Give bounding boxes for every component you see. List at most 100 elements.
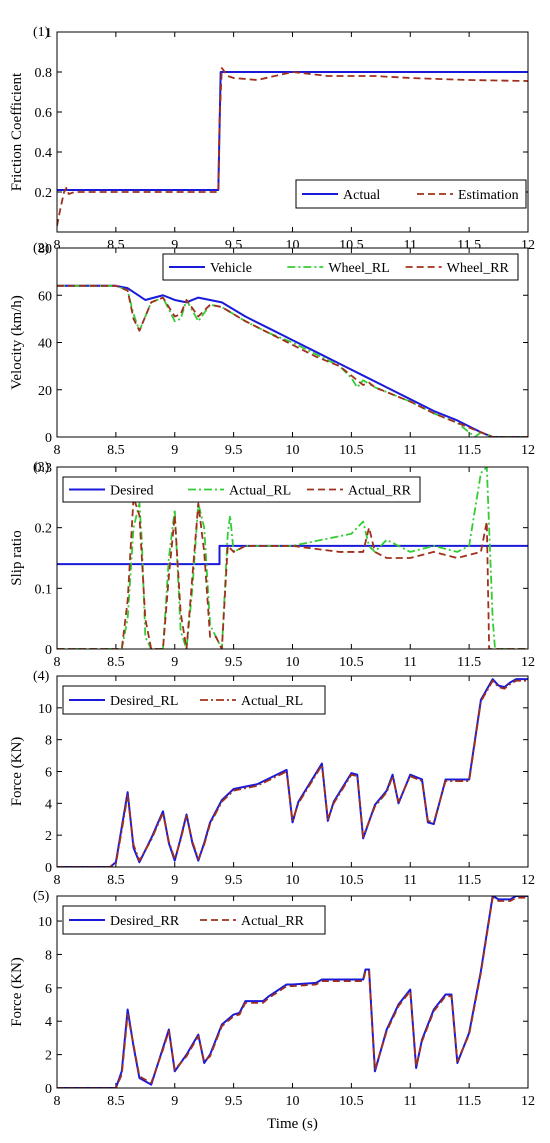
- x-tick-label: 8: [54, 1094, 61, 1109]
- x-tick-label: 10.5: [339, 655, 364, 670]
- y-axis-label: Velocity (km/h): [9, 295, 25, 390]
- x-tick-label: 8.5: [107, 1094, 125, 1109]
- legend-box: [162, 253, 519, 281]
- x-tick-label: 10: [286, 655, 300, 670]
- x-tick-label: 12: [521, 1094, 535, 1109]
- chart-panel-4: 8 8.5 9 9.5 10 10.5 11 11.5 12 0 2 4 6 8 10 (4) Force (K…: [9, 669, 535, 888]
- legend: Actual Estimation: [295, 179, 527, 209]
- legend-entry: Desired_RL: [110, 694, 178, 709]
- legend-box: [62, 476, 421, 503]
- legend-entry: Actual: [343, 188, 380, 203]
- y-tick-label: 0: [45, 861, 52, 876]
- x-tick-label: 9: [171, 443, 178, 458]
- chart-panel-2: 8 8.5 9 9.5 10 10.5 11 11.5 12 0 20 40 60 80(2) Veloci…: [9, 241, 535, 458]
- y-tick-label: 2: [45, 1049, 52, 1064]
- x-tick-label: 10: [286, 1094, 300, 1109]
- x-tick-label: 11: [404, 655, 417, 670]
- x-tick-label: 12: [521, 443, 535, 458]
- chart-panel-3: 8 8.5 9 9.5 10 10.5 11 11.5 12 0 0.1 0.2 0.3(3) Slip …: [9, 460, 535, 670]
- y-tick-label: 60: [38, 289, 52, 304]
- legend: Desired Actual_RL Actual_RR: [62, 476, 421, 503]
- series-group: [57, 284, 528, 437]
- panel-id-label: (2): [33, 241, 50, 256]
- series-line-actual-rl: [57, 467, 528, 649]
- y-tick-label: 0.1: [35, 582, 53, 597]
- legend-entry: Vehicle: [210, 261, 252, 276]
- x-tick-label: 9.5: [225, 655, 243, 670]
- x-tick-label: 8: [54, 873, 61, 888]
- series-group: [57, 467, 528, 649]
- legend: Desired_RL Actual_RL: [62, 685, 326, 715]
- x-tick-label: 11.5: [457, 1094, 481, 1109]
- legend-entry: Wheel_RR: [447, 261, 510, 276]
- legend: Vehicle Wheel_RL Wheel_RR: [162, 253, 519, 281]
- y-tick-label: 0.8: [35, 66, 53, 81]
- y-axis-label: Force (KN): [9, 957, 25, 1027]
- x-tick-label: 9: [171, 238, 178, 253]
- chart-panel-1: 8 8.5 9 9.5 10 10.5 11 11.5 120.20.40.60.81(1)Fr…: [9, 25, 535, 253]
- y-tick-label: 0.2: [35, 522, 53, 537]
- x-tick-label: 9.5: [225, 443, 243, 458]
- panel-id-label: (5): [33, 889, 50, 904]
- y-tick-label: 10: [38, 915, 52, 930]
- series-line-wheel-rr: [57, 284, 528, 437]
- series-line-estimation: [57, 67, 528, 227]
- series-group: [57, 678, 528, 867]
- y-tick-label: 0.6: [35, 106, 53, 121]
- y-tick-label: 0.3: [35, 461, 53, 476]
- x-tick-label: 11.5: [457, 655, 481, 670]
- y-tick-label: 0: [45, 643, 52, 658]
- y-tick-label: 4: [45, 1015, 52, 1030]
- x-tick-label: 10.5: [339, 1094, 364, 1109]
- legend-entry: Actual_RL: [241, 694, 303, 709]
- x-tick-label: 8.5: [107, 655, 125, 670]
- x-axis-label: Time (s): [267, 1116, 318, 1132]
- y-tick-label: 0.4: [35, 146, 53, 161]
- x-tick-label: 12: [521, 873, 535, 888]
- x-tick-label: 10: [286, 443, 300, 458]
- x-tick-label: 10: [286, 873, 300, 888]
- y-tick-label: 1: [45, 26, 52, 41]
- x-tick-label: 8: [54, 238, 61, 253]
- x-tick-label: 9: [171, 873, 178, 888]
- legend-box: [62, 685, 326, 715]
- y-tick-label: 8: [45, 948, 52, 963]
- plot-frame: [56, 466, 529, 650]
- x-tick-label: 9.5: [225, 1094, 243, 1109]
- x-tick-label: 11: [404, 873, 417, 888]
- y-tick-label: 0: [45, 431, 52, 446]
- x-tick-label: 8: [54, 655, 61, 670]
- y-tick-label: 40: [38, 337, 52, 352]
- series-line-actual-rl: [57, 679, 528, 867]
- x-tick-label: 9: [171, 1094, 178, 1109]
- x-tick-label: 10.5: [339, 873, 364, 888]
- plot-frame: [56, 247, 529, 438]
- y-tick-label: 4: [45, 797, 52, 812]
- series-line-actual-rr: [57, 896, 528, 1088]
- plot-frame: [56, 31, 529, 233]
- y-tick-label: 2: [45, 829, 52, 844]
- plot-frame: [56, 675, 529, 868]
- y-tick-label: 20: [38, 384, 52, 399]
- x-tick-label: 11.5: [457, 873, 481, 888]
- panel-id-label: (4): [33, 669, 50, 684]
- y-axis-label: Friction Coefficient: [9, 72, 25, 191]
- panel-id-label: (3): [33, 460, 50, 475]
- y-tick-label: 80: [38, 242, 52, 257]
- y-tick-label: 8: [45, 734, 52, 749]
- series-line-actual-rr: [57, 496, 528, 649]
- legend-box: [62, 905, 326, 935]
- y-axis-label: Force (KN): [9, 737, 25, 807]
- legend-entry: Wheel_RL: [328, 261, 389, 276]
- x-tick-label: 8: [54, 443, 61, 458]
- legend-entry: Actual_RR: [348, 484, 412, 499]
- x-tick-label: 11.5: [457, 443, 481, 458]
- y-tick-label: 6: [45, 766, 52, 781]
- x-tick-label: 9: [171, 655, 178, 670]
- x-tick-label: 11: [404, 1094, 417, 1109]
- x-tick-label: 9.5: [225, 873, 243, 888]
- series-line-desired-rl: [57, 678, 528, 867]
- y-axis-label: Slip ratio: [9, 530, 25, 585]
- x-tick-label: 8.5: [107, 443, 125, 458]
- x-tick-label: 8.5: [107, 873, 125, 888]
